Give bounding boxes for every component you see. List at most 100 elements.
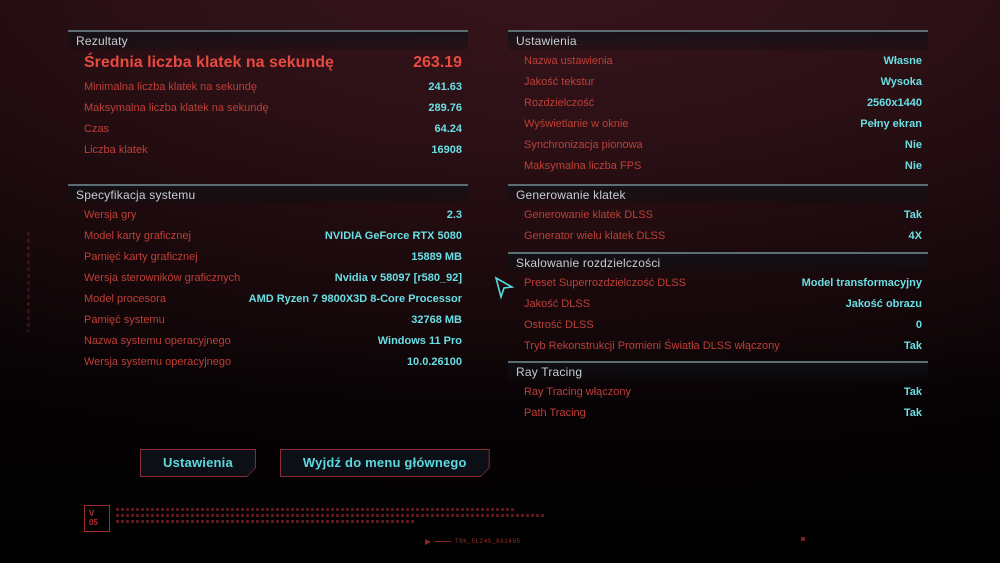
spec-row-driver-version: Wersja sterowników graficznych Nvidia v … — [68, 267, 468, 288]
setting-label: Ray Tracing włączony — [524, 385, 631, 398]
spec-row-gpu-model: Model karty graficznej NVIDIA GeForce RT… — [68, 225, 468, 246]
exit-to-main-menu-button[interactable]: Wyjdź do menu głównego — [280, 449, 490, 477]
setting-label: Tryb Rekonstrukcji Promieni Światła DLSS… — [524, 339, 780, 352]
decorative-line — [116, 508, 516, 511]
stat-row-max-fps: Maksymalna liczba klatek na sekundę 289.… — [68, 97, 468, 118]
setting-value: 0 — [915, 318, 922, 331]
section-system-spec: Specyfikacja systemu Wersja gry 2.3 Mode… — [68, 184, 468, 372]
setting-value: Model transformacyjny — [801, 276, 922, 289]
stat-label: Liczba klatek — [84, 143, 148, 156]
settings-button[interactable]: Ustawienia — [140, 449, 256, 477]
spec-value: 32768 MB — [411, 313, 462, 326]
cursor-icon — [494, 276, 515, 300]
setting-value: Tak — [903, 385, 922, 398]
setting-value: Nie — [904, 159, 922, 172]
setting-row-dlss-frame-gen: Generowanie klatek DLSS Tak — [508, 204, 928, 225]
setting-row-dlss-ray-reconstruction: Tryb Rekonstrukcji Promieni Światła DLSS… — [508, 335, 928, 356]
ray-tracing-header: Ray Tracing — [508, 361, 928, 381]
setting-label: Rozdzielczość — [524, 96, 595, 109]
spec-label: Wersja gry — [84, 208, 137, 221]
spec-label: Pamięć systemu — [84, 313, 165, 326]
spec-label: Wersja sterowników graficznych — [84, 271, 241, 284]
setting-value: Własne — [883, 54, 922, 67]
stat-row-avg-fps: Średnia liczba klatek na sekundę 263.19 — [68, 50, 468, 76]
setting-row-resolution: Rozdzielczość 2560x1440 — [508, 92, 928, 113]
version-stamp: V 05 — [84, 505, 110, 532]
setting-row-window-mode: Wyświetlanie w oknie Pełny ekran — [508, 113, 928, 134]
setting-value: 4X — [908, 229, 922, 242]
spec-value: 10.0.26100 — [406, 355, 462, 368]
tracker-arrow-icon — [425, 538, 431, 545]
setting-value: Pełny ekran — [860, 117, 922, 130]
spec-row-cpu-model: Model procesora AMD Ryzen 7 9800X3D 8-Co… — [68, 288, 468, 309]
button-bar: Ustawienia Wyjdź do menu głównego — [140, 449, 490, 477]
setting-row-path-tracing: Path Tracing Tak — [508, 402, 928, 423]
spec-label: Nazwa systemu operacyjnego — [84, 334, 231, 347]
stat-label: Minimalna liczba klatek na sekundę — [84, 80, 258, 93]
decorative-line — [116, 514, 546, 517]
stat-value: 64.24 — [434, 122, 462, 135]
decorative-line — [116, 520, 416, 523]
spec-value: NVIDIA GeForce RTX 5080 — [324, 229, 462, 242]
setting-value: Tak — [903, 339, 922, 352]
tracker-line — [435, 541, 451, 542]
results-column: Rezultaty Średnia liczba klatek na sekun… — [68, 30, 468, 372]
setting-row-dlss-multi-frame-gen: Generator wielu klatek DLSS 4X — [508, 225, 928, 246]
setting-value: Tak — [903, 406, 922, 419]
setting-value: Jakość obrazu — [845, 297, 922, 310]
setting-label: Generowanie klatek DLSS — [524, 208, 654, 221]
section-ray-tracing: Ray Tracing Ray Tracing włączony Tak Pat… — [508, 361, 928, 423]
setting-row-vsync: Synchronizacja pionowa Nie — [508, 134, 928, 155]
stat-row-min-fps: Minimalna liczba klatek na sekundę 241.6… — [68, 76, 468, 97]
setting-label: Path Tracing — [524, 406, 586, 419]
settings-header: Ustawienia — [508, 30, 928, 50]
setting-label: Wyświetlanie w oknie — [524, 117, 629, 130]
results-header: Rezultaty — [68, 30, 468, 50]
spec-value: 2.3 — [446, 208, 462, 221]
spec-value: Windows 11 Pro — [377, 334, 462, 347]
spec-row-os-version: Wersja systemu operacyjnego 10.0.26100 — [68, 351, 468, 372]
setting-label: Ostrość DLSS — [524, 318, 594, 331]
spec-row-game-version: Wersja gry 2.3 — [68, 204, 468, 225]
spec-row-gpu-memory: Pamięć karty graficznej 15889 MB — [68, 246, 468, 267]
setting-row-fps-cap: Maksymalna liczba FPS Nie — [508, 155, 928, 176]
setting-row-dlss-sharpness: Ostrość DLSS 0 — [508, 314, 928, 335]
setting-label: Synchronizacja pionowa — [524, 138, 643, 151]
stat-label: Czas — [84, 122, 110, 135]
decorative-red-dot — [801, 537, 805, 541]
spec-value: 15889 MB — [411, 250, 462, 263]
setting-row-dlss-quality: Jakość DLSS Jakość obrazu — [508, 293, 928, 314]
version-stamp-bottom: 05 — [89, 518, 98, 527]
setting-value: Wysoka — [880, 75, 922, 88]
tracker-text: TRK_5L245_862495 — [455, 538, 521, 545]
setting-value: Nie — [904, 138, 922, 151]
setting-row-dlss-preset: Preset Superrozdzielczość DLSS Model tra… — [508, 272, 928, 293]
setting-row-texture-quality: Jakość tekstur Wysoka — [508, 71, 928, 92]
setting-label: Generator wielu klatek DLSS — [524, 229, 666, 242]
resolution-scaling-header: Skalowanie rozdzielczości — [508, 252, 928, 272]
setting-label: Jakość DLSS — [524, 297, 591, 310]
frame-generation-header: Generowanie klatek — [508, 184, 928, 204]
settings-column: Ustawienia Nazwa ustawienia Własne Jakoś… — [508, 30, 928, 423]
spec-label: Model karty graficznej — [84, 229, 191, 242]
decorative-vertical-text — [27, 232, 30, 332]
settings-button-label: Ustawienia — [141, 450, 255, 476]
spec-row-system-memory: Pamięć systemu 32768 MB — [68, 309, 468, 330]
spec-label: Pamięć karty graficznej — [84, 250, 198, 263]
decorative-microtext-lines — [116, 508, 546, 526]
stat-row-time: Czas 64.24 — [68, 118, 468, 139]
section-frame-generation: Generowanie klatek Generowanie klatek DL… — [508, 184, 928, 246]
stat-value: 16908 — [431, 143, 462, 156]
stat-value: 263.19 — [413, 54, 462, 71]
setting-row-ray-tracing-enabled: Ray Tracing włączony Tak — [508, 381, 928, 402]
exit-to-main-menu-button-label: Wyjdź do menu głównego — [281, 450, 489, 476]
section-results: Rezultaty Średnia liczba klatek na sekun… — [68, 30, 468, 160]
setting-label: Jakość tekstur — [524, 75, 595, 88]
setting-label: Maksymalna liczba FPS — [524, 159, 642, 172]
spec-row-os-name: Nazwa systemu operacyjnego Windows 11 Pr… — [68, 330, 468, 351]
section-resolution-scaling: Skalowanie rozdzielczości Preset Superro… — [508, 252, 928, 356]
tracker-tag: TRK_5L245_862495 — [425, 538, 521, 545]
spec-value: AMD Ryzen 7 9800X3D 8-Core Processor — [248, 292, 462, 305]
system-spec-header: Specyfikacja systemu — [68, 184, 468, 204]
version-stamp-top: V — [89, 509, 95, 518]
